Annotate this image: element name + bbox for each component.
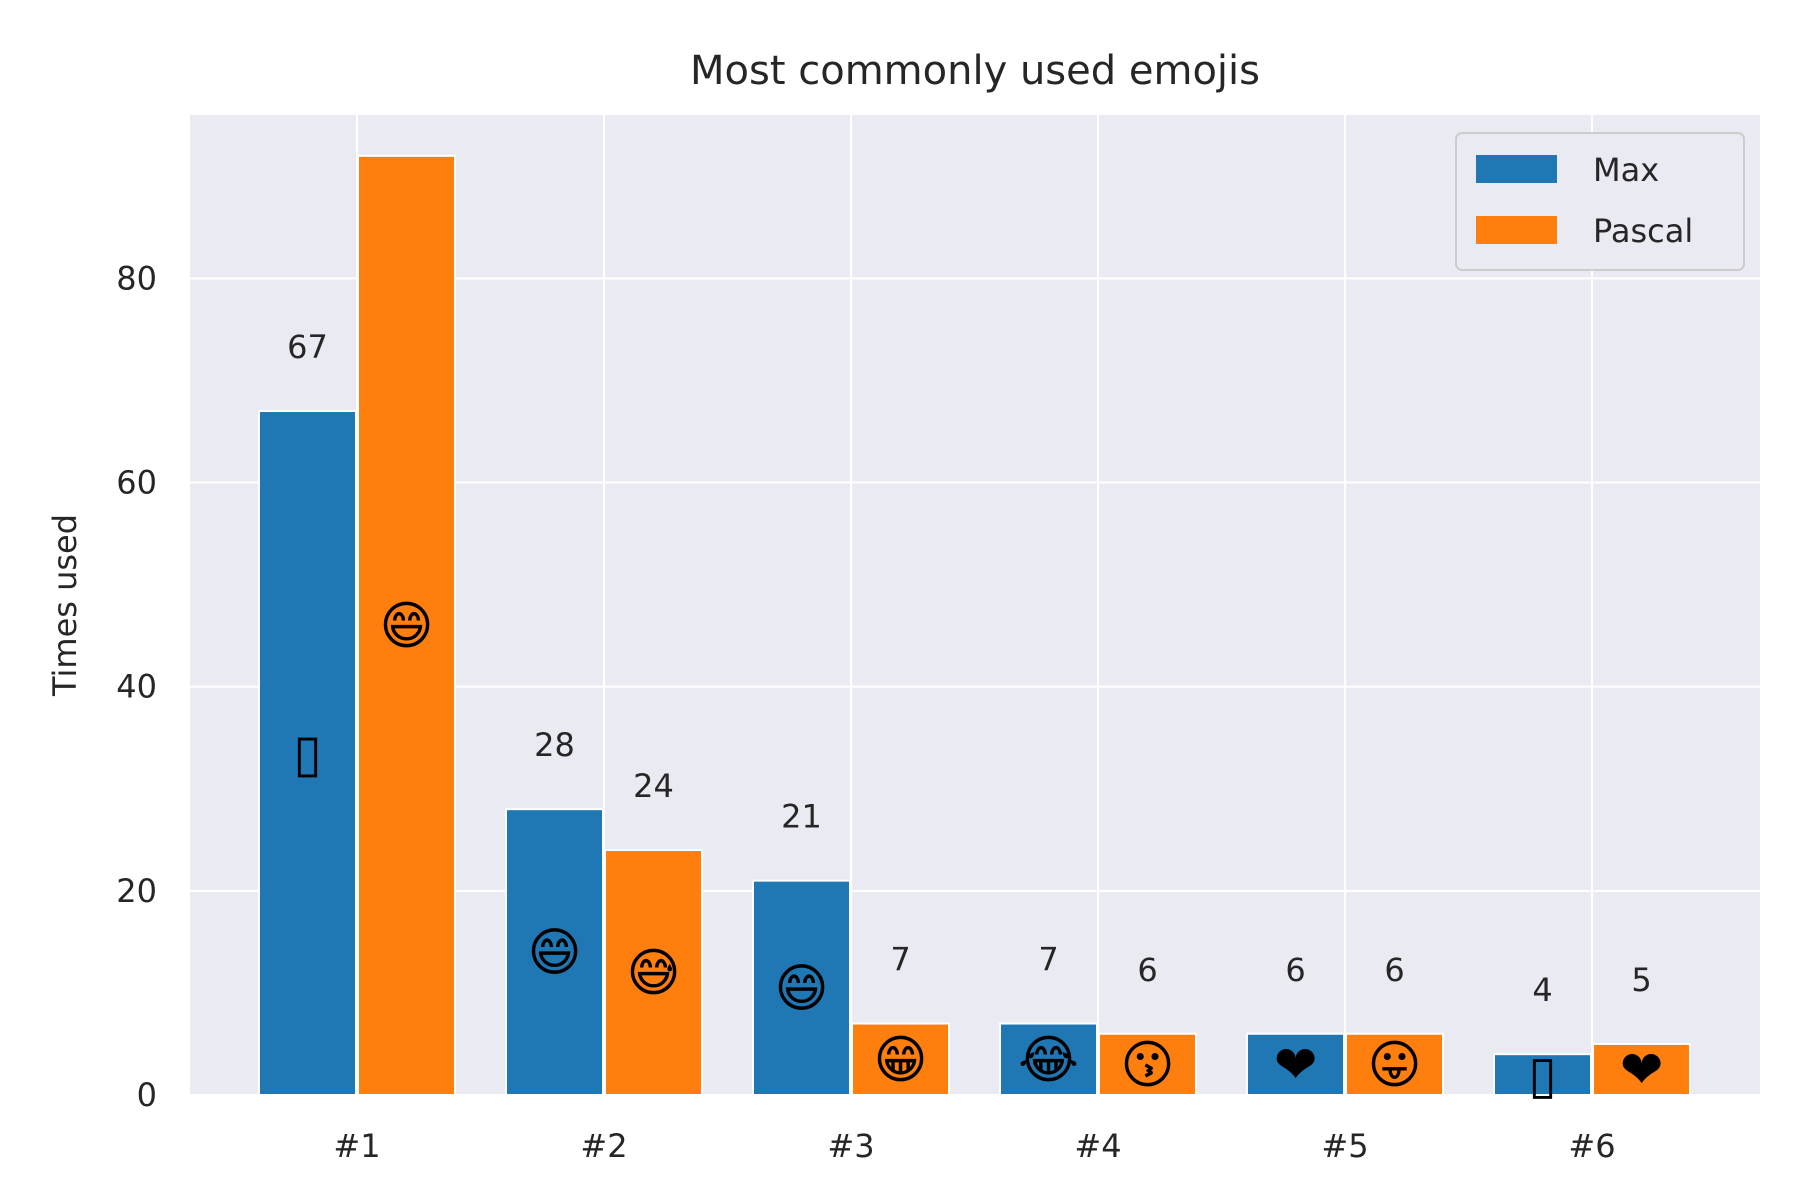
emoji-label: 😄 [379,596,433,656]
y-tick-label: 60 [116,464,157,502]
emoji-label: 😄 [527,923,581,983]
value-label: 5 [1631,961,1651,999]
bar-max-6 [1493,1053,1592,1096]
emoji-label: ❤ [1620,1040,1664,1100]
value-label: 21 [781,798,822,836]
value-labels: 67 ▯ 28 😄 21 😄 7 😂 6 ❤ 4 ▯ 😄 24 😅 7 😁 6 😗 6 😛 5 ❤ [287,328,1663,1106]
emoji-label: ▯ [1528,1046,1557,1106]
x-tick-label: #4 [1074,1127,1121,1165]
chart-title: Most commonly used emojis [690,48,1260,94]
value-label: 6 [1384,951,1404,989]
x-tick-label: #1 [333,1127,380,1165]
legend-label-max: Max [1593,151,1659,189]
value-label: 67 [287,328,328,366]
value-label: 4 [1532,971,1552,1009]
emoji-label: 😛 [1367,1035,1421,1095]
emoji-label: 😂 [1018,1030,1079,1090]
y-tick-label: 0 [137,1076,157,1114]
axis-ticks: 0 20 40 60 80 #1 #2 #3 #4 #5 #6 [116,259,1615,1165]
bar-pascal-6 [1592,1042,1691,1097]
legend-swatch-max [1476,155,1557,183]
bar-max-4 [999,1022,1098,1097]
legend-label-pascal: Pascal [1593,212,1693,250]
bar-pascal-4 [1098,1032,1197,1096]
bars [258,154,1691,1097]
x-tick-label: #6 [1568,1127,1615,1165]
value-label: 6 [1285,951,1305,989]
y-tick-label: 80 [116,259,157,297]
emoji-label: 😅 [626,944,680,1004]
y-axis-label: Times used [46,514,84,697]
y-tick-label: 20 [116,872,157,910]
legend: Max Pascal [1455,132,1745,271]
emoji-label: 😄 [774,959,828,1019]
legend-swatch-pascal [1476,216,1557,244]
x-tick-label: #5 [1321,1127,1368,1165]
value-label: 7 [890,941,910,979]
bar-max-5 [1246,1032,1345,1096]
value-label: 7 [1038,941,1058,979]
bar-pascal-3 [851,1022,950,1097]
emoji-label: 😗 [1120,1035,1174,1095]
value-label: 28 [534,726,575,764]
bar-max-3 [752,879,851,1096]
bar-max-1 [258,410,357,1096]
value-label: 6 [1137,951,1157,989]
emoji-label: 😁 [873,1030,927,1090]
emoji-label: ❤ [1274,1035,1318,1095]
bar-pascal-2 [604,849,703,1096]
x-tick-label: #2 [580,1127,627,1165]
x-tick-label: #3 [827,1127,874,1165]
bar-pascal-1 [357,154,456,1097]
bar-max-2 [505,808,604,1097]
value-label: 24 [633,767,674,805]
bar-pascal-5 [1345,1032,1444,1096]
emoji-label: ▯ [293,724,322,784]
y-tick-label: 40 [116,668,157,706]
